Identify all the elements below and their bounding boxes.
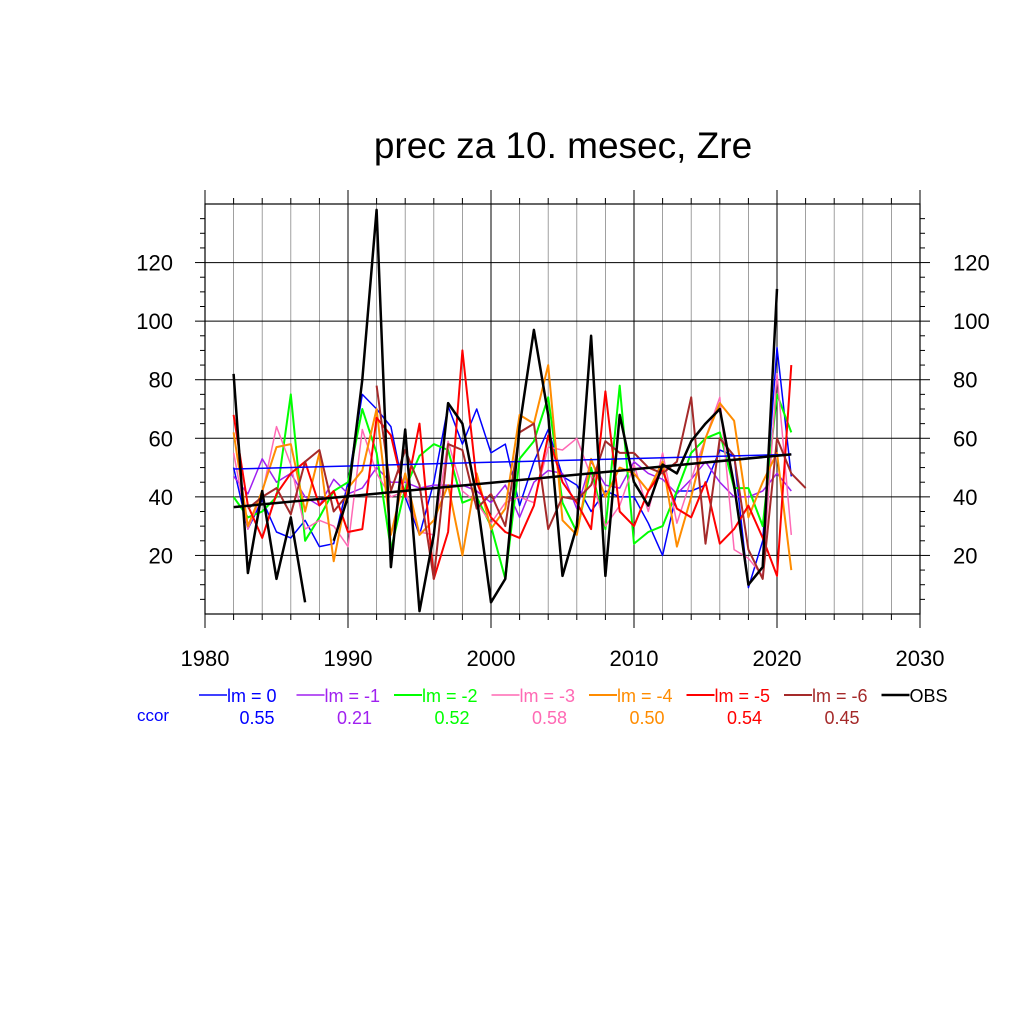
x-tick-label: 2000 [467,646,516,671]
x-tick-label: 2020 [753,646,802,671]
y-tick-label-left: 80 [149,368,173,393]
legend-ccor-value: 0.55 [239,708,274,728]
legend-entry: lm = 0 [227,686,277,706]
y-tick-label-right: 60 [953,426,977,451]
legend-entry: lm = -1 [325,686,381,706]
ccor-label: ccor [137,706,169,725]
y-tick-label-left: 120 [136,251,173,276]
plot-frame [204,203,921,615]
series-line-lm-4 [232,364,793,571]
chart-title: prec za 10. mesec, Zre [374,125,752,166]
x-tick-label: 2010 [610,646,659,671]
y-tick-label-right: 120 [953,251,990,276]
y-tick-label-left: 60 [149,426,173,451]
legend-ccor-value: 0.21 [337,708,372,728]
legend-ccor-value: 0.58 [532,708,567,728]
legend-ccor-value: 0.54 [727,708,762,728]
legend-entry: lm = -6 [812,686,868,706]
trend-line [233,453,792,470]
series-lines [232,208,807,613]
legend-entry: OBS [910,686,948,706]
y-tick-label-right: 80 [953,368,977,393]
legend-entry: lm = -2 [422,686,478,706]
legend-entry: lm = -5 [715,686,771,706]
y-tick-label-left: 40 [149,485,173,510]
series-line-obs [232,208,779,613]
axis-ticks [195,190,930,628]
y-tick-label-right: 20 [953,543,977,568]
y-tick-label-left: 20 [149,543,173,568]
x-tick-label: 1990 [324,646,373,671]
legend-entry: lm = -3 [520,686,576,706]
x-tick-label: 1980 [181,646,230,671]
legend-ccor-value: 0.50 [629,708,664,728]
y-tick-label-right: 40 [953,485,977,510]
x-tick-label: 2030 [896,646,945,671]
grid [205,204,920,614]
legend-entry: lm = -4 [617,686,673,706]
legend: ccor lm = 00.55 lm = -10.21 lm = -20.52 lm … [137,686,948,728]
trend-line [233,453,792,509]
legend-ccor-value: 0.52 [434,708,469,728]
y-tick-label-left: 100 [136,309,173,334]
y-tick-label-right: 100 [953,309,990,334]
legend-ccor-value: 0.45 [824,708,859,728]
